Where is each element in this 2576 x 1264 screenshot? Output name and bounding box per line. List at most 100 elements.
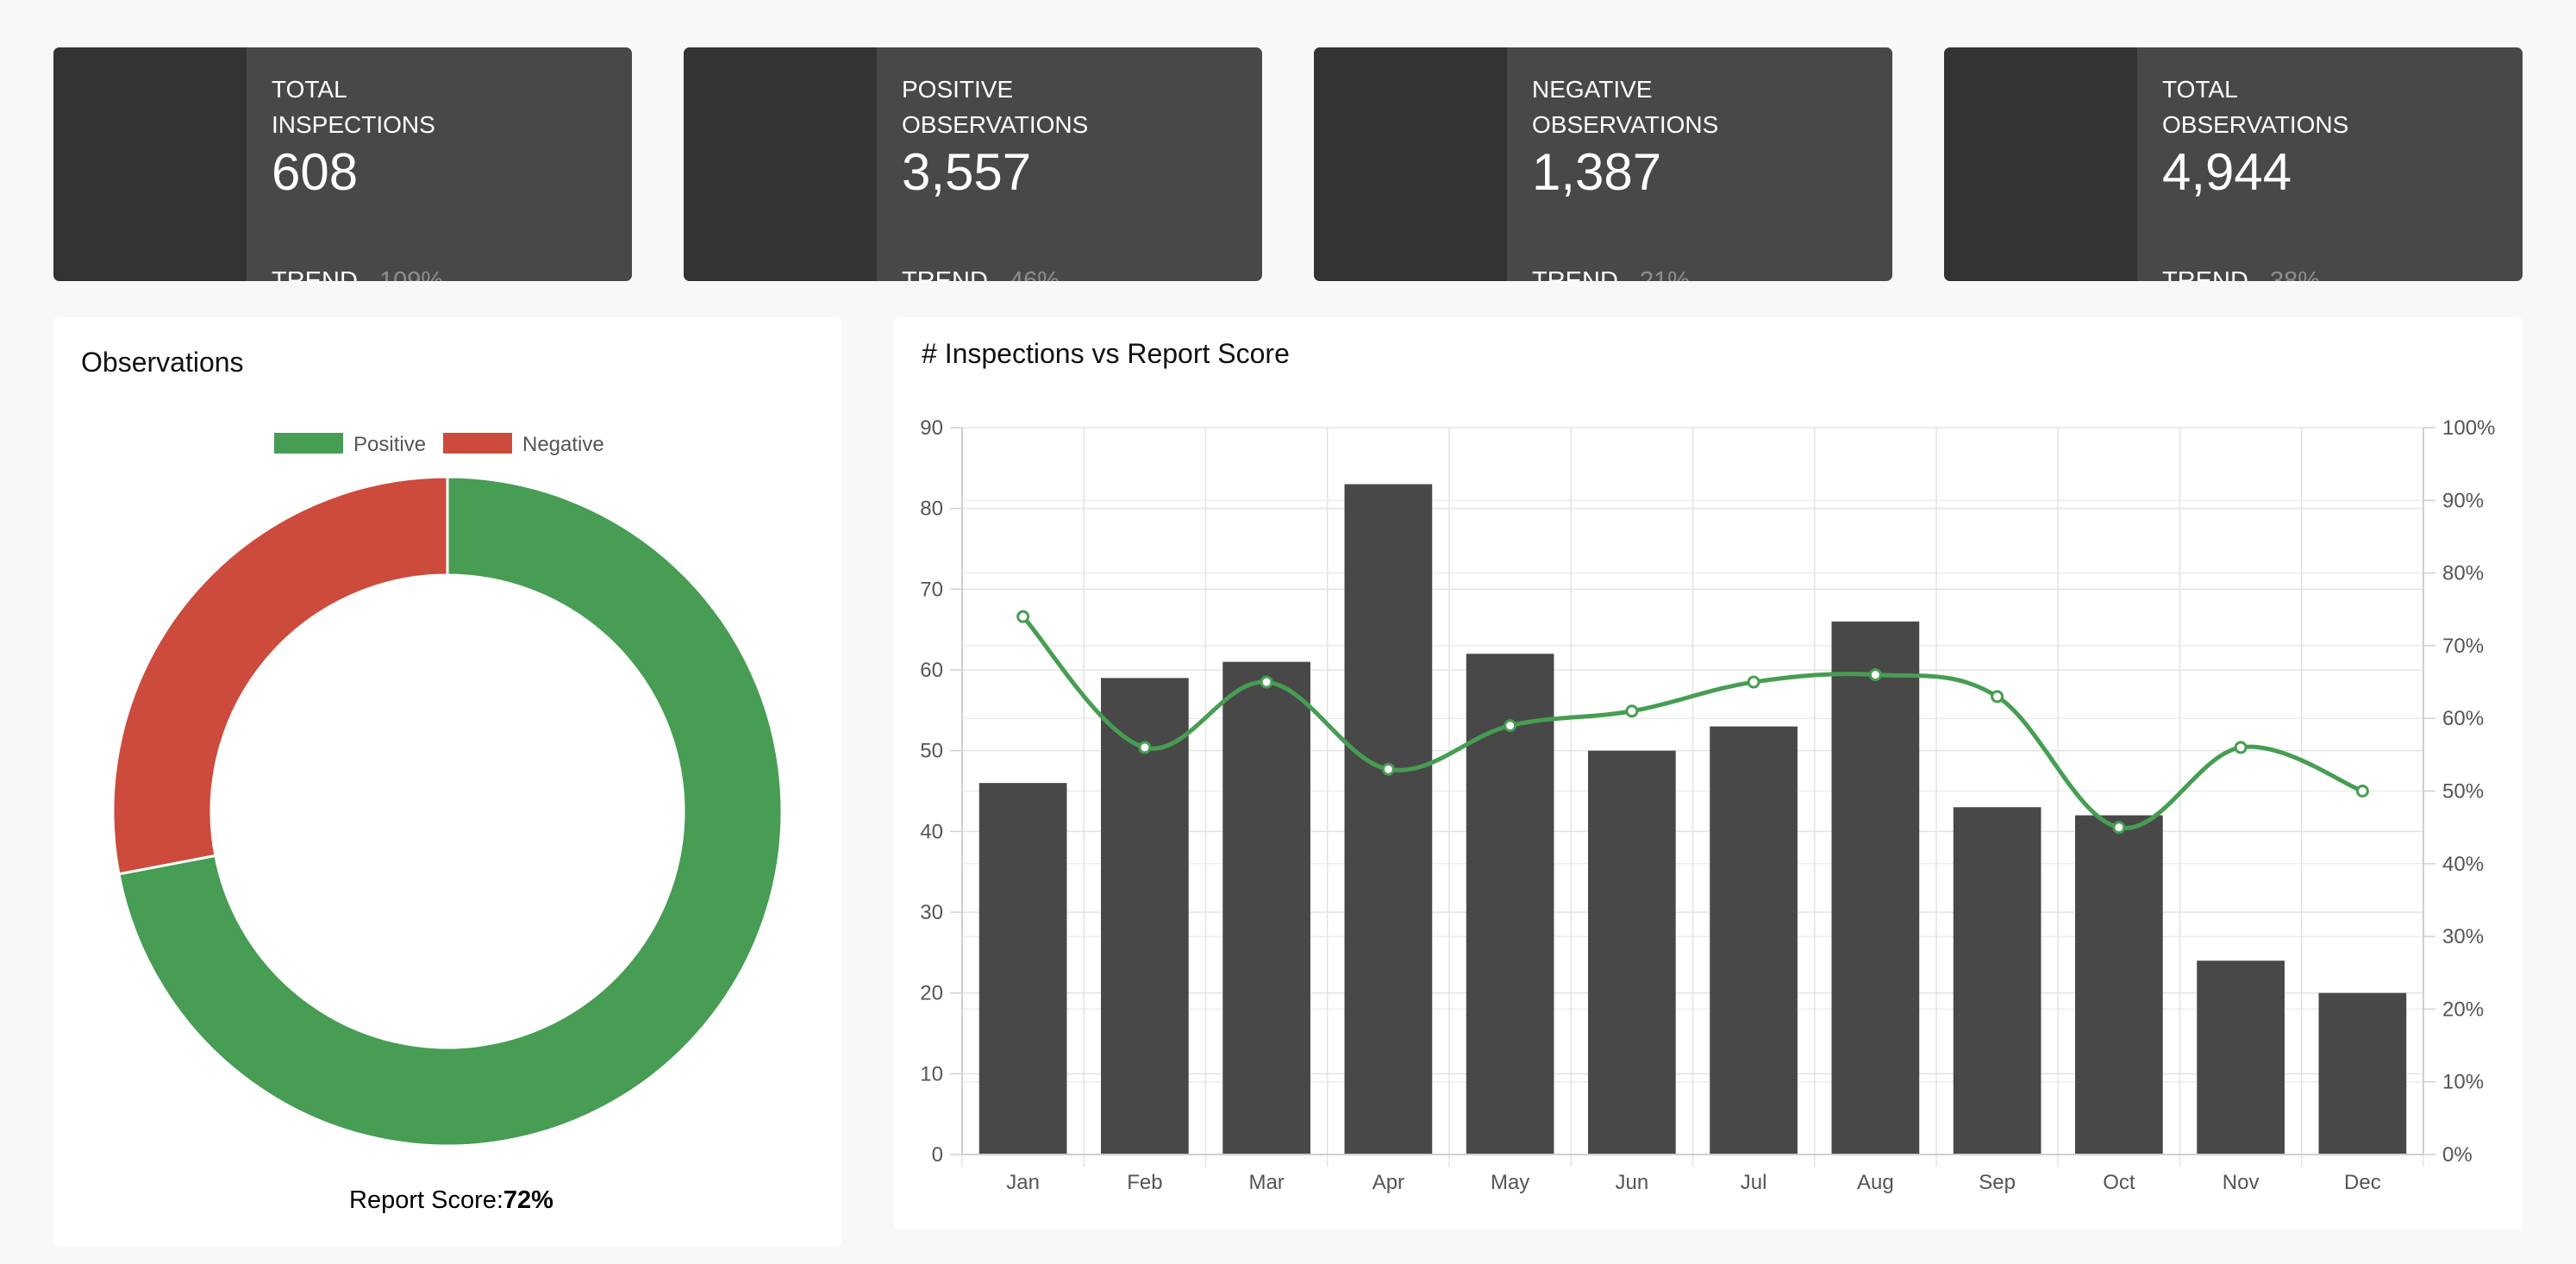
kpi-trend-label: TREND bbox=[2162, 267, 2248, 281]
line-point-feb[interactable] bbox=[1138, 741, 1152, 754]
line-point-may[interactable] bbox=[1504, 719, 1517, 733]
kpi-trend-value: 38% bbox=[2270, 267, 2321, 281]
x-tick-label: Jul bbox=[1741, 1171, 1767, 1194]
kpi-value: 1,387 bbox=[1532, 143, 1662, 201]
y-right-tick-label: 70% bbox=[2442, 635, 2484, 658]
y-left-tick-label: 40 bbox=[920, 820, 943, 843]
legend-label-negative[interactable]: Negative bbox=[522, 433, 604, 456]
report-score-label: Report Score: bbox=[349, 1186, 503, 1214]
bar-nov[interactable] bbox=[2197, 961, 2285, 1154]
y-left-tick-label: 80 bbox=[920, 497, 943, 521]
y-left-tick-label: 50 bbox=[920, 740, 943, 763]
kpi-trend-label: TREND bbox=[272, 267, 358, 281]
x-tick-label: Sep bbox=[1979, 1171, 2016, 1194]
line-point-dec[interactable] bbox=[2355, 785, 2369, 798]
bar-dec[interactable] bbox=[2318, 992, 2407, 1154]
line-point-mar[interactable] bbox=[1260, 675, 1273, 689]
kpi-trend-label: TREND bbox=[902, 267, 988, 281]
line-point-oct[interactable] bbox=[2112, 821, 2126, 835]
line-point-jan[interactable] bbox=[1016, 610, 1030, 623]
bar-feb[interactable] bbox=[1101, 678, 1189, 1154]
y-left-tick-label: 30 bbox=[920, 901, 943, 924]
x-tick-label: Oct bbox=[2103, 1171, 2135, 1194]
y-left-tick-label: 10 bbox=[920, 1062, 943, 1086]
kpi-card-total-observations: Total Observations 4,944 TREND 38% bbox=[1944, 47, 2523, 281]
y-left-tick-label: 70 bbox=[920, 578, 943, 601]
kpi-value: 4,944 bbox=[2162, 143, 2292, 201]
chart-line bbox=[1016, 610, 2369, 835]
bar-jun[interactable] bbox=[1588, 750, 1676, 1154]
legend-swatch-positive[interactable] bbox=[274, 433, 343, 454]
chart-bars bbox=[979, 484, 2407, 1154]
report-score: Report Score:72% bbox=[349, 1186, 553, 1215]
kpi-label: Negative Observations bbox=[1532, 76, 1719, 138]
x-tick-label: May bbox=[1491, 1171, 1529, 1194]
kpi-label: Total Inspections bbox=[272, 76, 435, 138]
y-right-tick-label: 0% bbox=[2442, 1143, 2473, 1167]
kpi-card-side-panel bbox=[684, 47, 877, 281]
y-left-tick-label: 90 bbox=[920, 416, 943, 440]
kpi-card-negative-observations: Negative Observations 1,387 TREND 21% bbox=[1314, 47, 1892, 281]
legend-swatch-negative[interactable] bbox=[443, 433, 512, 454]
x-tick-label: Jun bbox=[1616, 1171, 1649, 1194]
kpi-trend-label: TREND bbox=[1532, 267, 1618, 281]
kpi-card-side-panel bbox=[1944, 47, 2137, 281]
inspections-panel-title: # Inspections vs Report Score bbox=[922, 338, 1290, 369]
x-tick-label: Nov bbox=[2223, 1171, 2260, 1194]
doughnut-slices bbox=[111, 475, 784, 1145]
kpi-card-positive-observations: Positive Observations 3,557 TREND 46% bbox=[684, 47, 1262, 281]
y-right-tick-label: 40% bbox=[2442, 853, 2484, 876]
chart-axes: 0 10 20 30 40 50 60 70 80 90 0% 10% 20% 30% 40% 50% 60% 7… bbox=[920, 416, 2495, 1194]
observations-panel-title: Observations bbox=[81, 347, 244, 378]
bar-jan[interactable] bbox=[979, 783, 1067, 1154]
doughnut-slice-negative[interactable] bbox=[111, 475, 449, 876]
chart-grid bbox=[961, 427, 2424, 1167]
bar-oct[interactable] bbox=[2075, 815, 2163, 1154]
kpi-label: Total Observations bbox=[2162, 76, 2349, 138]
observations-panel: Observations Positive Negative Report Sco… bbox=[53, 317, 841, 1247]
kpi-card-side-panel bbox=[53, 47, 247, 281]
y-right-tick-label: 20% bbox=[2442, 998, 2484, 1021]
y-right-tick-label: 100% bbox=[2442, 416, 2495, 440]
y-right-tick-label: 50% bbox=[2442, 780, 2484, 804]
legend-label-positive[interactable]: Positive bbox=[353, 433, 426, 456]
x-tick-label: Jan bbox=[1006, 1171, 1040, 1194]
line-point-nov[interactable] bbox=[2234, 741, 2248, 754]
y-left-tick-label: 20 bbox=[920, 982, 943, 1005]
inspections-combo-chart: 0 10 20 30 40 50 60 70 80 90 0% 10% 20% 30% 40% 50% 60% 7… bbox=[920, 416, 2495, 1194]
bar-mar[interactable] bbox=[1222, 661, 1310, 1154]
y-right-tick-label: 90% bbox=[2442, 489, 2484, 512]
kpi-trend-value: 109% bbox=[379, 267, 444, 281]
y-left-tick-label: 60 bbox=[920, 659, 943, 682]
inspections-panel: # Inspections vs Report Score 0 10 20 30 40 5… bbox=[894, 317, 2523, 1230]
x-tick-label: Mar bbox=[1248, 1171, 1284, 1194]
kpi-value: 608 bbox=[272, 143, 359, 201]
y-left-tick-label: 0 bbox=[932, 1143, 943, 1167]
kpi-trend-value: 46% bbox=[1010, 267, 1060, 281]
report-score-value: 72% bbox=[503, 1186, 553, 1214]
doughnut-legend: Positive Negative bbox=[274, 433, 604, 456]
observations-doughnut-chart: Positive Negative bbox=[111, 433, 784, 1145]
x-tick-label: Aug bbox=[1857, 1171, 1894, 1194]
report-score-line bbox=[1021, 615, 2364, 830]
y-right-tick-label: 30% bbox=[2442, 925, 2484, 948]
y-right-tick-label: 80% bbox=[2442, 562, 2484, 585]
kpi-trend-value: 21% bbox=[1640, 267, 1691, 281]
bar-apr[interactable] bbox=[1344, 484, 1433, 1154]
line-point-jul[interactable] bbox=[1747, 675, 1760, 689]
y-right-tick-label: 10% bbox=[2442, 1071, 2484, 1094]
kpi-card-total-inspections: Total Inspections 608 TREND 109% bbox=[53, 47, 632, 281]
line-point-jun[interactable] bbox=[1625, 704, 1639, 718]
kpi-value: 3,557 bbox=[902, 143, 1032, 201]
bar-jul[interactable] bbox=[1710, 726, 1798, 1154]
bar-aug[interactable] bbox=[1831, 621, 1920, 1154]
x-tick-label: Feb bbox=[1127, 1171, 1162, 1194]
line-point-sep[interactable] bbox=[1991, 690, 2004, 704]
doughnut-slice-positive[interactable] bbox=[117, 475, 784, 1145]
bar-sep[interactable] bbox=[1953, 807, 2041, 1154]
kpi-label: Positive Observations bbox=[902, 76, 1089, 138]
line-point-apr[interactable] bbox=[1381, 762, 1395, 776]
kpi-card-side-panel bbox=[1314, 47, 1507, 281]
line-point-aug[interactable] bbox=[1868, 668, 1882, 682]
x-tick-label: Dec bbox=[2344, 1171, 2381, 1194]
